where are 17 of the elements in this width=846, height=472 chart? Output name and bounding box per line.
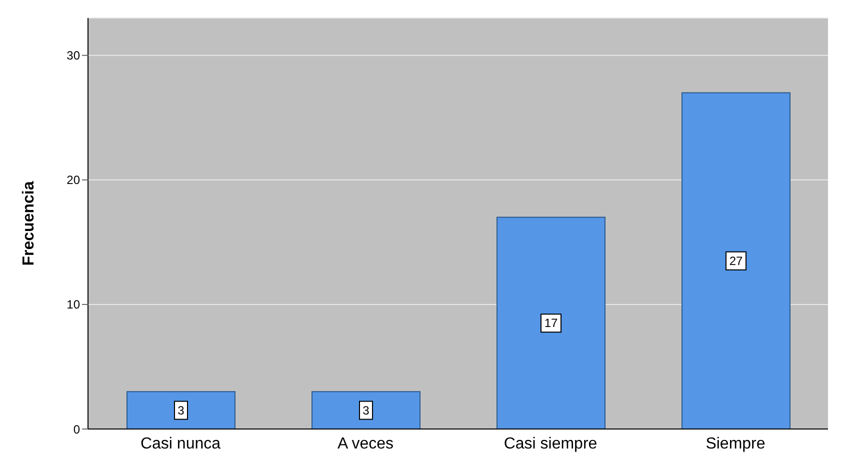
bar [126,391,236,429]
data-label: 27 [729,254,743,268]
y-axis-title: Frecuencia [20,181,38,266]
data-label: 3 [178,403,185,418]
x-tick-label: Casi siempre [504,435,598,452]
x-tick-label: Casi nunca [140,435,221,452]
y-tick-label: 30 [66,48,80,63]
y-tick-label: 0 [73,422,80,436]
data-label: 3 [362,403,370,418]
bar [496,216,606,429]
bar [682,92,790,429]
x-tick-label: Siempre [706,435,766,452]
data-label: 17 [544,316,558,330]
bar [312,391,420,429]
y-tick-label: 10 [66,298,80,312]
x-tick-label: A veces [337,435,394,452]
y-tick-label: 20 [66,173,80,188]
